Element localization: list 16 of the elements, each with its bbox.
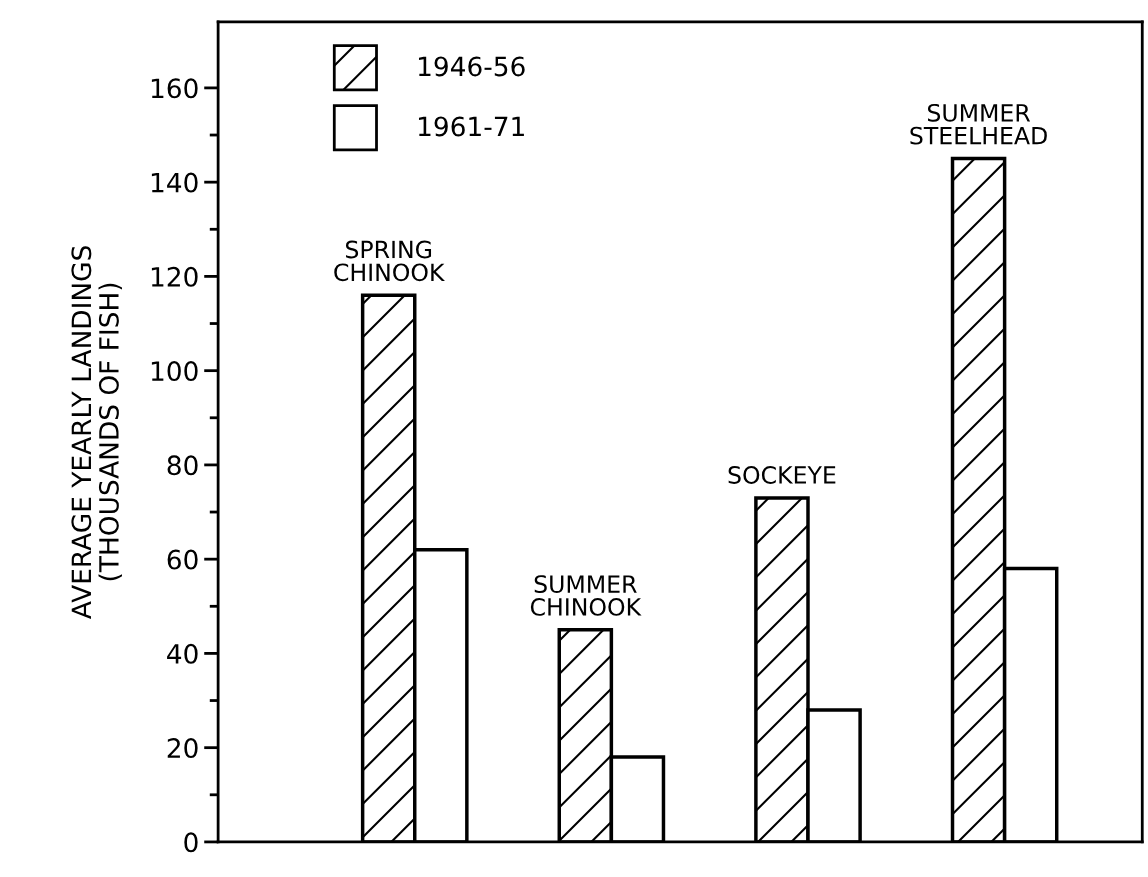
y-axis-title: AVERAGE YEARLY LANDINGS (THOUSANDS OF FISH) — [71, 246, 122, 619]
y-tick-label: 0 — [184, 832, 198, 853]
x-tick-label: SPRING CHINOOK — [334, 240, 445, 282]
y-tick-label: 20 — [167, 738, 198, 759]
legend-label: 1961-71 — [418, 116, 524, 137]
y-tick-label: 100 — [151, 361, 198, 382]
x-tick-label: SUMMER CHINOOK — [530, 575, 642, 616]
y-tick-label: 160 — [151, 78, 198, 99]
legend-label: 1946-56 — [418, 56, 525, 77]
y-tick-label: 60 — [167, 549, 198, 570]
x-tick-label: SOCKEYE — [728, 466, 836, 484]
y-tick-label: 140 — [151, 172, 198, 193]
y-tick-label: 120 — [151, 266, 198, 287]
y-tick-label: 40 — [167, 643, 198, 664]
y-tick-label: 80 — [167, 455, 198, 476]
x-tick-label: SUMMER STEELHEAD — [910, 103, 1047, 145]
